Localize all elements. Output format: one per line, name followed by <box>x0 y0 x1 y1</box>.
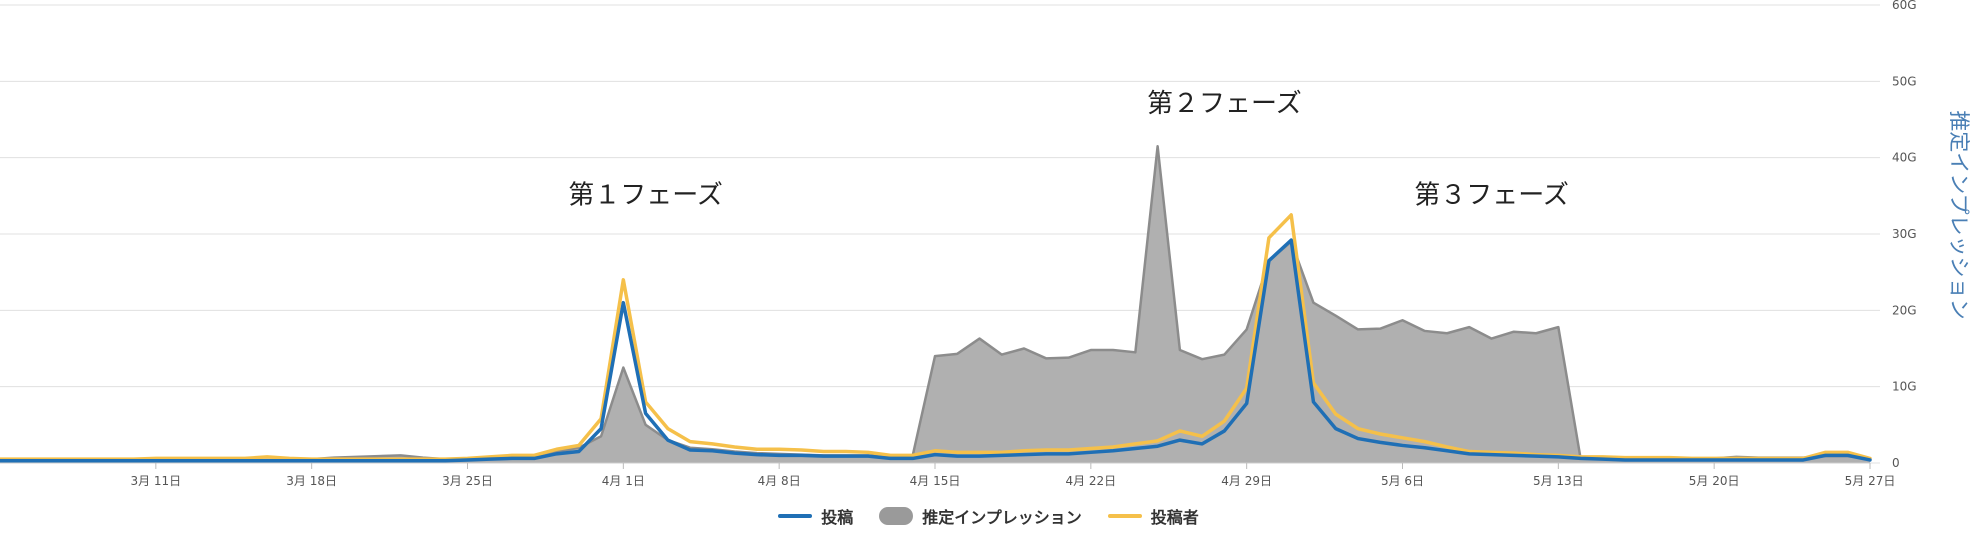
y-axis-title: 推定インプレッション <box>1947 110 1971 319</box>
y-tick-label: 30G <box>1892 227 1917 241</box>
line-series-layer <box>0 213 1872 463</box>
y-tick-label: 50G <box>1892 74 1917 88</box>
x-tick-label: 3月 25日 <box>442 474 493 488</box>
legend-line-symbol <box>778 514 813 518</box>
legend-label: 投稿者 <box>1150 508 1199 527</box>
x-tick-label: 4月 1日 <box>602 474 645 488</box>
x-tick-label: 5月 20日 <box>1689 474 1740 488</box>
legend-item-posters[interactable]: 投稿者 <box>1107 504 1199 528</box>
legend-line-symbol <box>1107 514 1142 518</box>
x-tick-label: 4月 22日 <box>1065 474 1116 488</box>
legend-label: 投稿 <box>821 508 854 527</box>
x-tick-label: 3月 18日 <box>286 474 337 488</box>
x-tick-label: 5月 6日 <box>1381 474 1424 488</box>
legend-item-posts[interactable]: 投稿 <box>778 504 853 528</box>
y-tick-label: 0 <box>1892 456 1900 470</box>
x-tick-label: 4月 29日 <box>1221 474 1272 488</box>
legend: 投稿 推定インプレッション 投稿者 <box>0 504 1977 528</box>
phase-label: 第３フェーズ <box>1414 180 1569 210</box>
legend-area-symbol <box>879 507 914 525</box>
y-tick-label: 20G <box>1892 303 1917 317</box>
y-tick-label: 10G <box>1892 380 1917 394</box>
phase-label: 第１フェーズ <box>568 180 723 210</box>
x-tick-label: 4月 8日 <box>758 474 801 488</box>
x-tick-label: 5月 13日 <box>1533 474 1584 488</box>
y-tick-label: 60G <box>1892 0 1917 12</box>
x-tick-label: 3月 11日 <box>130 474 181 488</box>
y-tick-label: 40G <box>1892 151 1917 165</box>
x-tick-label: 5月 27日 <box>1845 474 1896 488</box>
phase-label: 第２フェーズ <box>1147 89 1302 119</box>
posts-line <box>0 238 1872 463</box>
y-axis-ticks: 0 10G 20G 30G 40G 50G 60G <box>1892 0 1917 470</box>
area-series-layer <box>0 144 1871 463</box>
legend-label: 推定インプレッション <box>922 508 1082 527</box>
x-axis-ticks: 3月 11日 3月 18日 3月 25日 4月 1日 4月 8日 4月 15日 4月 22日… <box>0 462 1896 488</box>
impressions-area <box>0 146 1870 463</box>
gridlines <box>0 4 1880 464</box>
x-tick-label: 4月 15日 <box>910 474 961 488</box>
line-area-chart: 0 10G 20G 30G 40G 50G 60G 3月 11日 3月 18日 3月 25日 4月… <box>0 0 1971 488</box>
legend-item-impressions[interactable]: 推定インプレッション <box>879 504 1082 528</box>
